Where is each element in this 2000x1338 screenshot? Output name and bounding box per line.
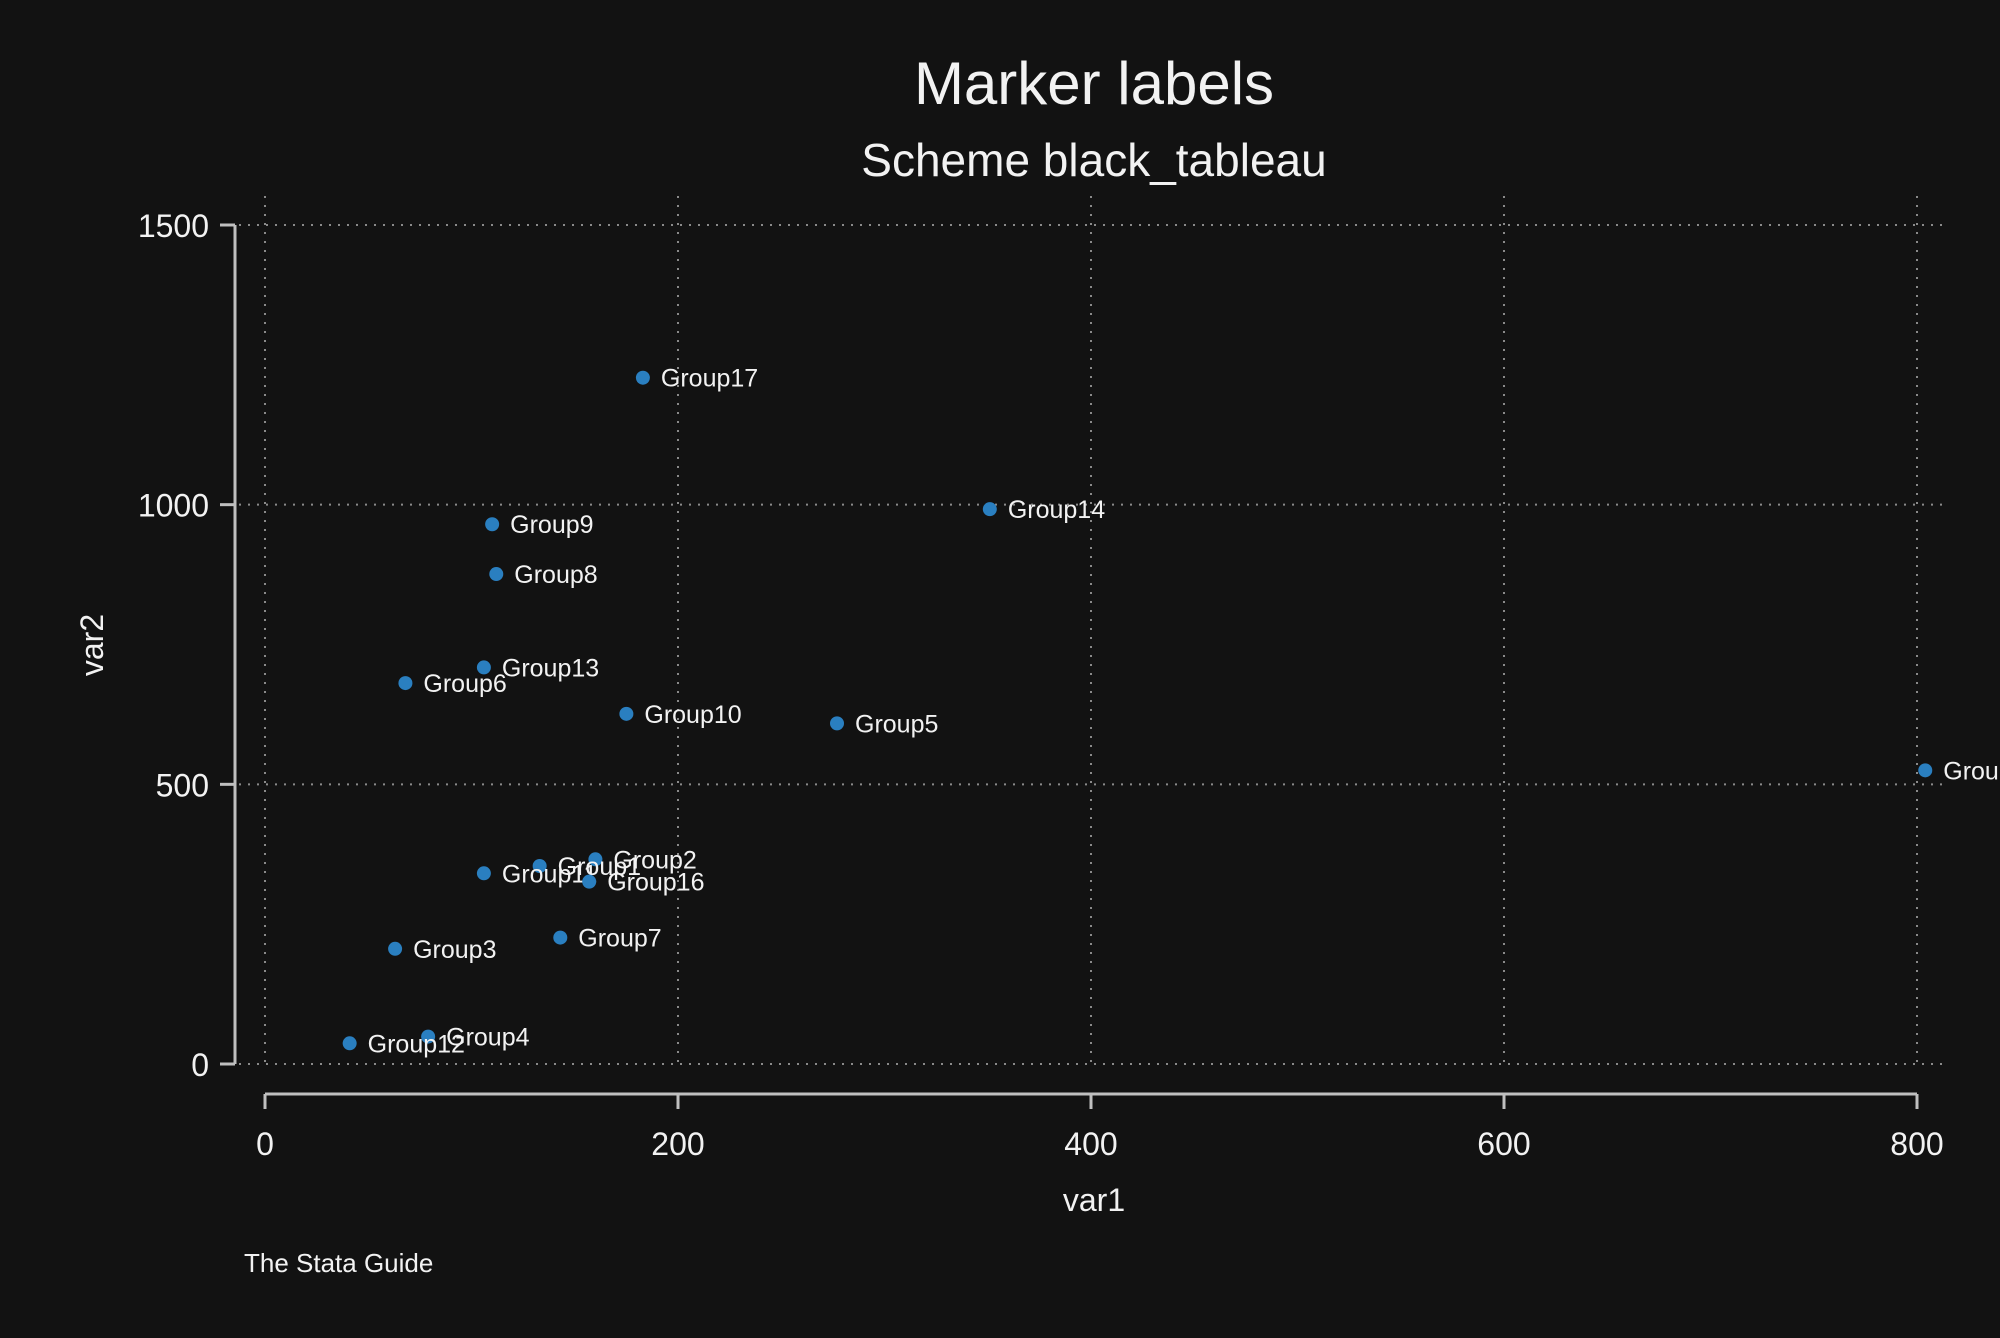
data-point: Group5 [830,710,938,738]
point-label: Group1 [558,853,641,881]
data-point: Group8 [489,561,598,589]
point-label: Group5 [855,710,938,738]
x-tick-label: 200 [651,1126,704,1162]
data-point: Group12 [342,1030,465,1058]
x-tick-label: 0 [256,1126,274,1162]
y-tick-label: 1000 [138,488,209,524]
chart-title: Marker labels [914,50,1274,117]
point-label: Group16 [607,869,704,897]
point-label: Group4 [446,1024,529,1052]
data-point: Group9 [485,511,594,539]
point-label: Group11 [502,860,597,888]
axis-layer: 0 500 1000 1500 0 200 400 600 800 [138,208,1944,1162]
point-marker [532,858,547,873]
data-point: Group17 [635,365,758,393]
data-point: Group2 [588,846,697,874]
data-point: Group10 [619,701,742,729]
data-point: Group16 [582,869,705,897]
point-marker [619,706,634,721]
grid-layer [239,196,1945,1068]
data-point: Group3 [388,936,496,964]
point-marker [553,930,568,945]
point-marker [421,1029,436,1044]
point-marker [1918,763,1933,778]
point-label: Group2 [613,846,696,874]
point-marker [388,941,403,956]
point-marker [398,676,413,691]
y-axis-label: var2 [74,614,110,676]
point-label: Group7 [578,925,661,953]
point-marker [342,1036,357,1051]
point-marker [582,874,597,889]
point-label: Group [1943,757,2000,785]
point-label: Group17 [661,365,758,393]
point-label: Group9 [510,511,593,539]
data-point: Group14 [982,496,1105,524]
point-marker [476,660,491,675]
data-point: Group4 [421,1024,530,1052]
point-marker [588,852,603,867]
chart-subtitle: Scheme black_tableau [861,134,1326,186]
y-tick-label: 500 [156,767,209,803]
point-label: Group3 [413,936,496,964]
point-marker [476,866,491,881]
data-point: Group [1918,757,2000,785]
data-point: Group1 [532,853,641,881]
point-label: Group12 [368,1030,465,1058]
point-label: Group13 [502,654,599,682]
point-marker [982,502,997,517]
point-label: Group8 [514,561,597,589]
data-point: Group6 [398,670,507,698]
chart-note: The Stata Guide [244,1248,433,1278]
point-marker [830,716,845,731]
x-axis-label: var1 [1063,1182,1125,1218]
data-point: Group7 [553,925,662,953]
point-marker [635,370,650,385]
point-marker [489,567,504,582]
x-tick-label: 800 [1890,1126,1943,1162]
data-point: Group13 [476,654,599,682]
point-label: Group10 [644,701,741,729]
data-point: Group11 [476,860,597,888]
point-label: Group14 [1008,496,1105,524]
x-tick-label: 600 [1477,1126,1530,1162]
y-tick-label: 1500 [138,208,209,244]
point-marker [485,517,500,532]
x-tick-label: 400 [1064,1126,1117,1162]
point-label: Group6 [423,670,506,698]
y-tick-label: 0 [191,1047,209,1083]
